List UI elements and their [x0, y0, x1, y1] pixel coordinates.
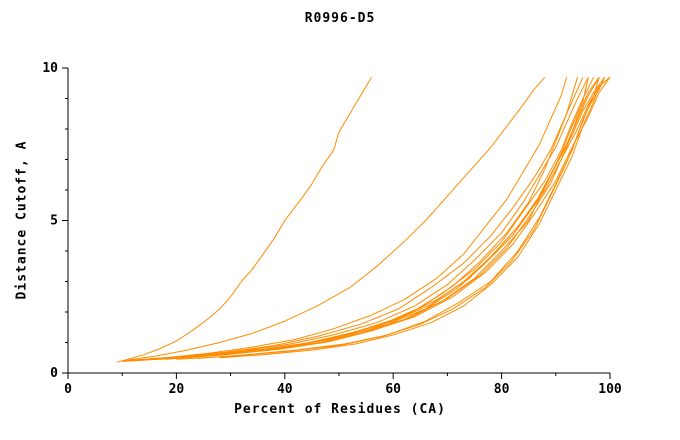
x-tick-label: 60	[385, 382, 401, 397]
model-curve	[127, 76, 584, 362]
model-curve	[143, 76, 606, 360]
chart-title: R0996-D5	[304, 11, 376, 26]
model-curve	[176, 76, 606, 360]
model-curve	[160, 76, 600, 360]
model-curve	[198, 77, 600, 359]
tick-labels: 0 20 40 60 80 100 0 5 10	[42, 61, 622, 397]
model-curve	[132, 76, 589, 361]
model-curve	[122, 76, 546, 362]
x-tick-label: 80	[494, 382, 510, 397]
y-tick-label: 0	[50, 366, 58, 381]
y-tick-label: 10	[42, 61, 58, 76]
model-curve	[219, 76, 611, 359]
x-axis-label: Percent of Residues (CA)	[234, 402, 446, 417]
model-curve	[165, 76, 611, 360]
series-lines	[116, 76, 611, 363]
x-tick-label: 0	[64, 382, 72, 397]
x-tick-label: 20	[169, 382, 185, 397]
y-tick-label: 5	[50, 214, 58, 229]
tick-marks	[62, 67, 611, 379]
model-curve	[149, 76, 611, 360]
model-curve	[116, 76, 372, 363]
y-axis-label: Distance Cutoff, A	[14, 140, 30, 300]
model-curve	[122, 77, 568, 362]
x-tick-label: 40	[277, 382, 293, 397]
x-tick-label: 100	[598, 382, 622, 397]
